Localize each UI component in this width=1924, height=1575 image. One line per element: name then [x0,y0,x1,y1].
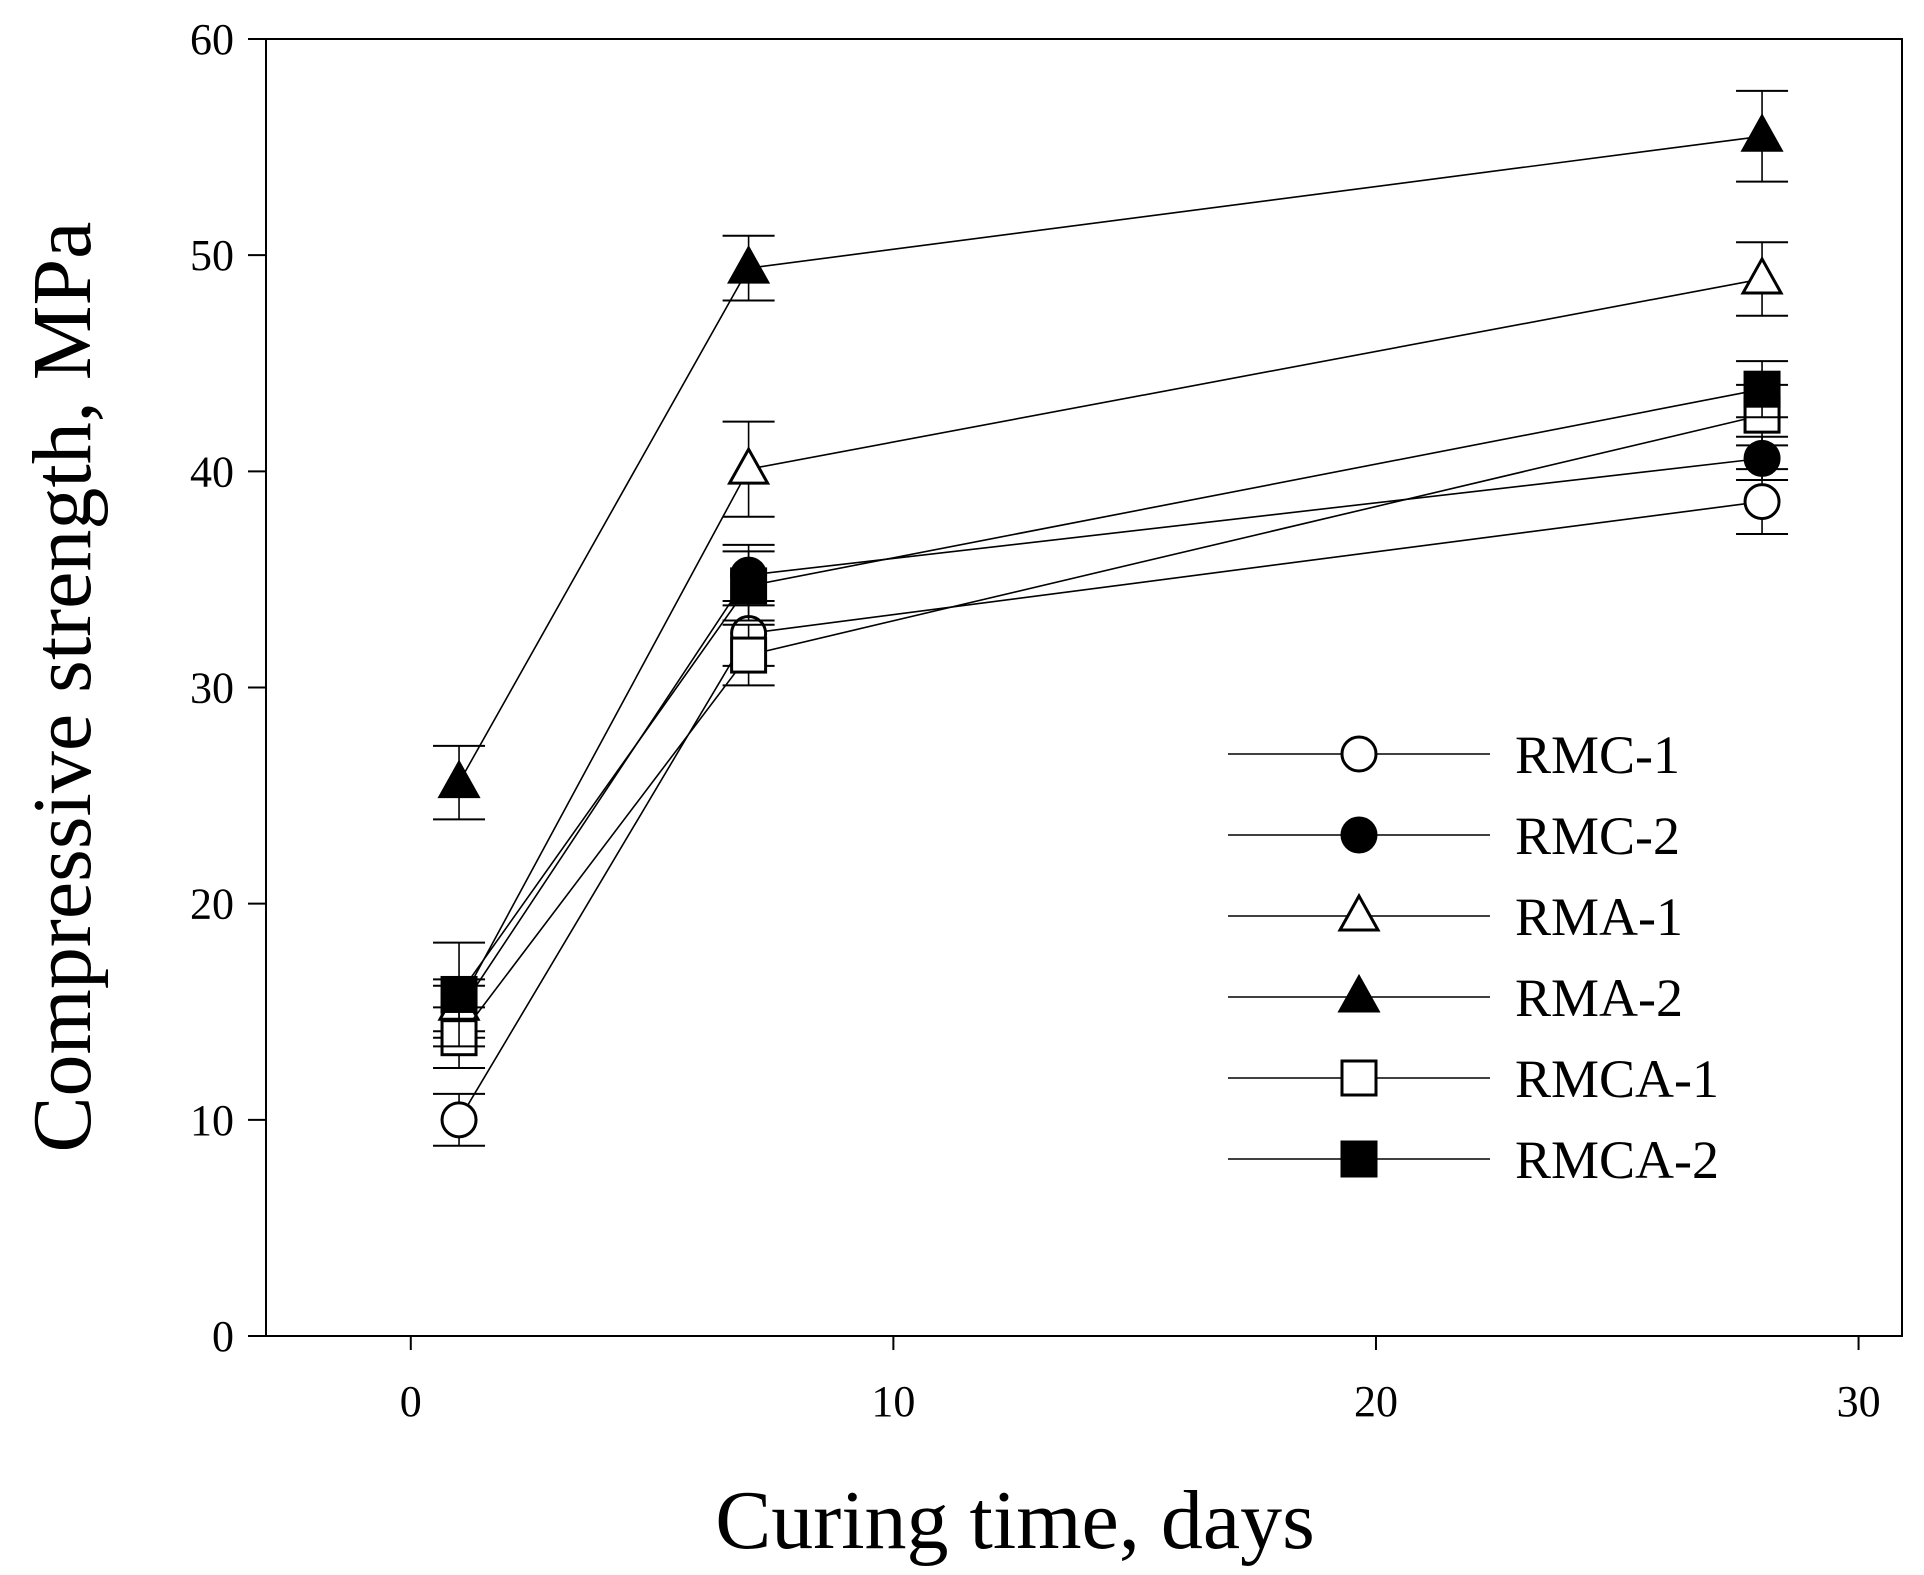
marker-rmc-2-28 [1743,439,1781,477]
y-axis: 0 10 20 30 40 50 60 [190,15,266,1361]
y-tick-label-50: 50 [190,231,234,280]
marker-rma-2-7 [727,245,771,284]
legend-label-rma-1: RMA-1 [1515,887,1683,947]
legend-label-rmca-2: RMCA-2 [1515,1130,1719,1190]
legend-item-rma-2: RMA-2 [1228,968,1683,1028]
marker-rmca-2-7 [730,567,768,605]
legend-label-rmca-1: RMCA-1 [1515,1049,1719,1109]
series-rmca-2 [433,360,1789,1048]
y-tick-label-0: 0 [212,1312,234,1361]
legend-marker-rma-2 [1337,973,1381,1013]
legend-label-rma-2: RMA-2 [1515,968,1683,1028]
series-rma-2 [433,89,1789,821]
x-tick-label-0: 0 [400,1377,422,1426]
marker-rmca-2-28 [1743,370,1781,408]
y-tick-label-60: 60 [190,15,234,64]
marker-rma-1-7 [727,446,771,485]
y-tick-label-20: 20 [190,880,234,929]
y-axis-title: Compressive strength, MPa [16,222,109,1153]
series-layer [433,89,1789,1147]
legend-marker-rma-1 [1337,892,1381,932]
x-tick-label-30: 30 [1837,1377,1881,1426]
legend-marker-rmc-1 [1340,735,1378,773]
legend-item-rmca-1: RMCA-1 [1228,1049,1719,1109]
series-line-rma-2 [458,135,1763,784]
legend-item-rmca-2: RMCA-2 [1228,1130,1719,1190]
legend-item-rmc-2: RMC-2 [1228,806,1680,866]
legend-marker-rmca-2 [1340,1140,1378,1178]
marker-rma-2-28 [1740,113,1784,152]
legend-label-rmc-2: RMC-2 [1515,806,1680,866]
legend-marker-rmca-1 [1340,1059,1378,1097]
x-tick-label-10: 10 [871,1377,915,1426]
legend-marker-rmc-2 [1340,816,1378,854]
marker-rmca-1-7 [730,636,768,674]
x-axis: 0 10 20 30 [400,1336,1881,1426]
y-tick-label-30: 30 [190,664,234,713]
legend-item-rmc-1: RMC-1 [1228,725,1680,785]
legend-label-rmc-1: RMC-1 [1515,725,1680,785]
marker-rmc-1-1 [440,1101,478,1139]
marker-rma-1-28 [1740,255,1784,295]
marker-rmca-2-1 [440,975,478,1013]
y-tick-label-10: 10 [190,1096,234,1145]
y-tick-label-40: 40 [190,447,234,496]
legend: RMC-1 RMC-2 RMA-1 RMA-2 RMCA-1 RMCA-2 [1228,725,1719,1190]
marker-rmc-1-28 [1743,483,1781,521]
x-tick-label-20: 20 [1354,1377,1398,1426]
marker-rma-2-1 [437,759,481,799]
legend-item-rma-1: RMA-1 [1228,887,1683,947]
x-axis-title: Curing time, days [715,1474,1315,1567]
